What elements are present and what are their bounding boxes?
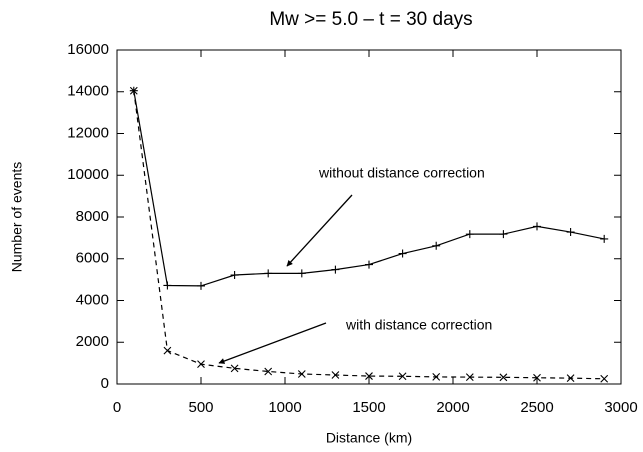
- point-marker: [129, 86, 138, 95]
- point-marker: [163, 346, 172, 355]
- x-tick-label: 1000: [268, 399, 301, 416]
- annotation: without distance correction: [318, 165, 485, 181]
- point-marker: [499, 230, 508, 239]
- annotation-arrow: [218, 322, 327, 364]
- point-marker: [230, 364, 239, 373]
- line: [133, 90, 605, 380]
- point-marker: [533, 222, 541, 231]
- point-marker: [365, 372, 373, 380]
- y-tick-label: 8000: [76, 208, 109, 225]
- x-tick-label: 1500: [352, 399, 385, 416]
- point-marker: [566, 374, 575, 383]
- point-marker: [398, 249, 407, 258]
- line: [133, 90, 605, 287]
- chart-title: Mw >= 5.0 – t = 30 days: [269, 9, 472, 30]
- x-tick-label: 500: [188, 399, 213, 416]
- point-marker: [197, 281, 205, 290]
- y-tick-label: 10000: [67, 166, 109, 183]
- point-marker: [264, 269, 273, 278]
- point-marker: [163, 281, 172, 290]
- point-marker: [331, 265, 340, 274]
- y-tick-label: 0: [101, 375, 109, 392]
- point-marker: [533, 373, 541, 382]
- point-marker: [331, 371, 340, 379]
- y-tick-label: 4000: [76, 291, 109, 308]
- point-marker: [297, 269, 306, 278]
- x-axis-label: Distance (km): [326, 430, 412, 446]
- x-tick-label: 3000: [604, 399, 637, 416]
- point-marker: [465, 230, 474, 239]
- point-marker: [230, 271, 239, 280]
- point-marker: [197, 360, 205, 369]
- point-marker: [297, 370, 306, 378]
- y-tick-label: 14000: [67, 83, 109, 100]
- annotation: with distance correction: [345, 317, 492, 333]
- point-marker: [600, 234, 609, 243]
- point-marker: [432, 241, 441, 250]
- x-tick-label: 2000: [436, 399, 469, 416]
- y-axis-label: Number of events: [9, 162, 25, 273]
- y-tick-label: 6000: [76, 250, 109, 267]
- point-marker: [465, 373, 474, 381]
- point-marker: [432, 373, 441, 381]
- point-marker: [365, 260, 373, 269]
- y-tick-label: 12000: [67, 124, 109, 141]
- point-marker: [264, 367, 273, 376]
- y-tick-label: 2000: [76, 333, 109, 350]
- x-tick-label: 0: [113, 399, 121, 416]
- point-marker: [600, 374, 609, 383]
- annotation-arrow: [286, 194, 353, 267]
- point-marker: [566, 228, 575, 237]
- plot-frame: [116, 49, 622, 385]
- point-marker: [398, 372, 407, 381]
- x-tick-label: 2500: [520, 399, 553, 416]
- point-marker: [499, 373, 508, 382]
- y-tick-label: 16000: [67, 41, 109, 58]
